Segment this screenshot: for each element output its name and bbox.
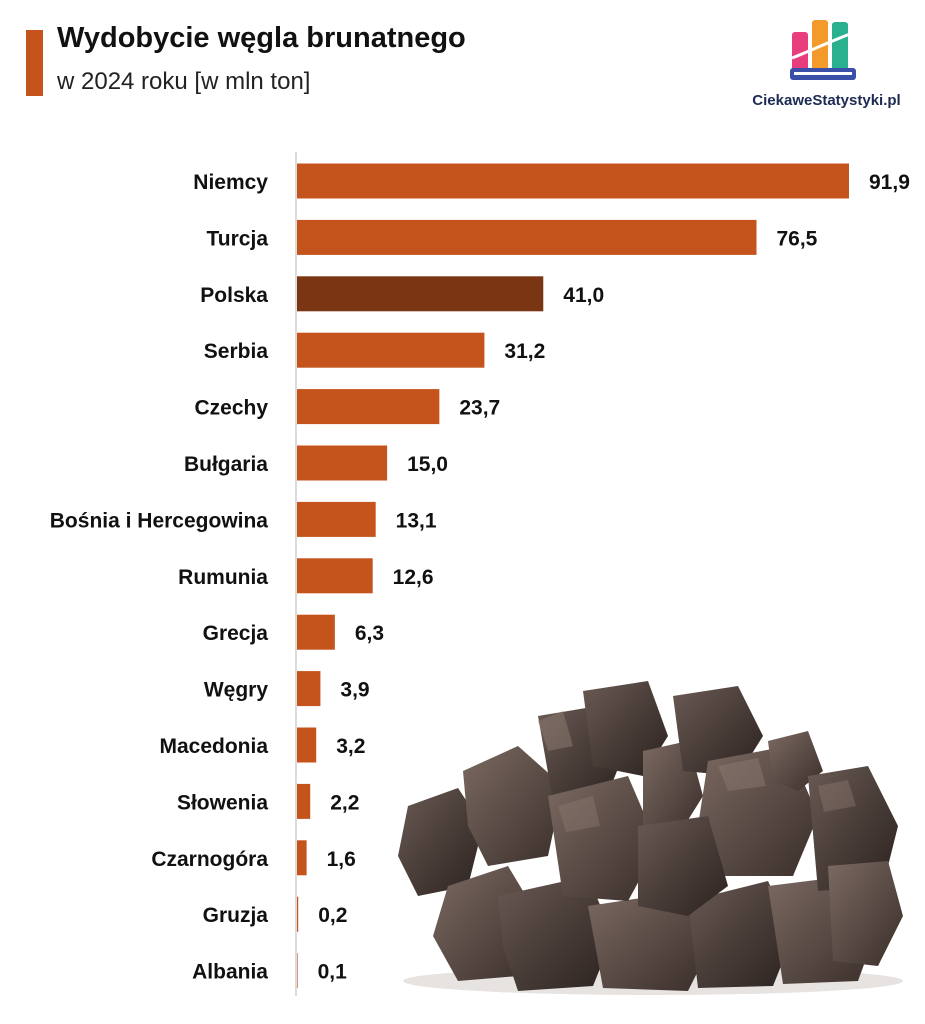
- bar-11: [297, 783, 311, 819]
- title-accent-bar: [26, 30, 43, 96]
- category-label: Czechy: [194, 397, 268, 420]
- value-label: 0,1: [318, 961, 348, 984]
- value-label: 23,7: [459, 397, 500, 420]
- value-label: 76,5: [776, 227, 817, 250]
- value-label: 3,9: [340, 679, 369, 702]
- category-label: Słowenia: [177, 791, 268, 814]
- value-label: 12,6: [393, 566, 434, 589]
- bar-14: [297, 953, 298, 989]
- chart-title: Wydobycie węgla brunatnego: [57, 22, 466, 54]
- category-label: Macedonia: [159, 735, 268, 758]
- category-label: Albania: [192, 961, 268, 984]
- bar-9: [297, 671, 321, 707]
- bar-3: [297, 332, 485, 368]
- brand-name: CiekaweStatystyki.pl: [752, 92, 901, 109]
- brand-logo-icon: [790, 20, 856, 80]
- bar-7: [297, 558, 373, 594]
- category-label: Turcja: [207, 227, 269, 250]
- value-label: 13,1: [396, 509, 437, 532]
- category-label: Rumunia: [178, 566, 268, 589]
- category-label: Niemcy: [193, 171, 268, 194]
- category-label: Serbia: [204, 340, 269, 363]
- value-label: 2,2: [330, 791, 359, 814]
- category-label: Bośnia i Hercegowina: [50, 509, 269, 532]
- value-label: 91,9: [869, 171, 910, 194]
- value-label: 1,6: [327, 848, 356, 871]
- bar-4: [297, 389, 440, 425]
- bar-8: [297, 614, 335, 650]
- bar-0: [297, 163, 849, 199]
- value-label: 3,2: [336, 735, 365, 758]
- category-label: Polska: [200, 284, 268, 307]
- category-label: Węgry: [204, 679, 269, 702]
- bar-5: [297, 445, 388, 481]
- bar-13: [297, 896, 299, 932]
- value-label: 41,0: [563, 284, 604, 307]
- value-label: 31,2: [504, 340, 545, 363]
- bar-10: [297, 727, 317, 763]
- bar-1: [297, 219, 757, 255]
- category-label: Grecja: [203, 622, 269, 645]
- category-label: Gruzja: [203, 904, 269, 927]
- value-label: 15,0: [407, 453, 448, 476]
- bar-12: [297, 840, 307, 876]
- category-label: Czarnogóra: [151, 848, 268, 871]
- value-label: 6,3: [355, 622, 384, 645]
- coal-pile-image: [398, 681, 903, 995]
- bar-2: [297, 276, 544, 312]
- category-label: Bułgaria: [184, 453, 268, 476]
- value-label: 0,2: [318, 904, 347, 927]
- bar-6: [297, 501, 376, 537]
- chart-subtitle: w 2024 roku [w mln ton]: [57, 68, 311, 95]
